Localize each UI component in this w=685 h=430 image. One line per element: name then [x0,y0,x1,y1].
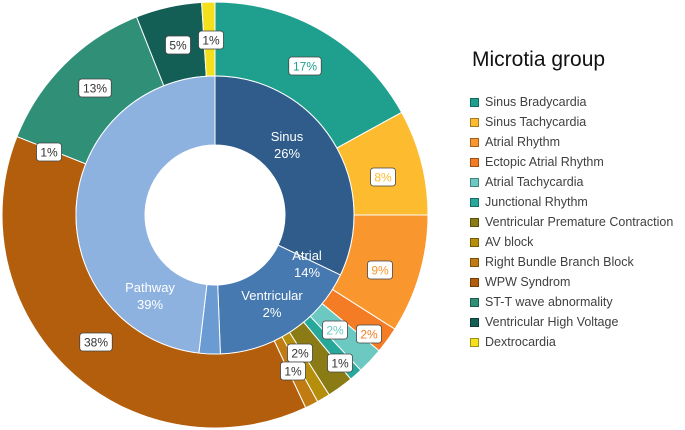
legend-swatch [470,177,479,187]
legend-label: Ventricular High Voltage [485,315,619,329]
legend-item-av-block: AV block [470,232,685,252]
outer-label-av-block: 1% [280,361,306,381]
legend-swatch [470,197,479,207]
legend-swatch [470,277,479,287]
outer-label-ventricular-premature-contraction: 2% [287,343,313,363]
legend-swatch [470,97,479,107]
outer-label-st-t-wave-abnormality: 13% [78,78,112,98]
inner-label-name-sinus: Sinus [271,129,304,144]
inner-slice-pathway [75,75,216,354]
legend-swatch [470,137,479,147]
outer-label-box [198,30,224,50]
outer-label-box [36,142,62,162]
legend-swatch [470,217,479,227]
legend-swatch [470,317,479,327]
legend: Microtia group Sinus Bradycardia Sinus Ta… [470,48,685,352]
outer-label-ectopic-atrial-rhythm: 2% [356,324,382,344]
outer-label-sinus-bradycardia: 17% [288,56,322,76]
donut-chart: 17% 8% 9% 2% 2% 1% 2% 1% 1% 38% 13% 5% 1% Sinus 26% At… [1,1,429,429]
outer-label-text: 2% [360,328,378,342]
legend-label: Ectopic Atrial Rhythm [485,155,604,169]
outer-label-wpw-syndrom: 38% [79,332,113,352]
legend-item-ventricular-high-voltage: Ventricular High Voltage [470,312,685,332]
outer-label-text: 8% [374,171,392,185]
inner-ring [75,75,355,355]
outer-label-right-bundle-branch-block: 1% [36,142,62,162]
outer-label-text: 38% [84,336,108,350]
outer-label-box [79,332,113,352]
legend-label: Right Bundle Branch Block [485,255,634,269]
legend-label: ST-T wave abnormality [485,295,613,309]
outer-label-text: 2% [326,324,344,338]
inner-slice-atrial [217,244,342,355]
legend-label: Sinus Bradycardia [485,95,587,109]
outer-label-box [322,320,348,340]
legend-swatch [470,237,479,247]
inner-label-value-ventricular: 2% [263,305,282,320]
legend-label: Sinus Tachycardia [485,115,587,129]
outer-label-box [356,324,382,344]
outer-label-text: 2% [291,347,309,361]
legend-label: WPW Syndrom [485,275,571,289]
outer-label-text: 1% [284,365,302,379]
outer-label-junctional-rhythm: 1% [327,353,353,373]
legend-items: Sinus Bradycardia Sinus Tachycardia Atrial… [470,92,685,352]
outer-ring [1,1,429,429]
outer-label-box [78,78,112,98]
outer-label-text: 1% [202,34,220,48]
outer-label-text: 5% [169,39,187,53]
legend-swatch [470,157,479,167]
legend-item-sinus-bradycardia: Sinus Bradycardia [470,92,685,112]
chart-title: Microtia group [472,48,606,71]
outer-label-text: 1% [331,357,349,371]
legend-label: Atrial Rhythm [485,135,561,149]
legend-swatch [470,257,479,267]
outer-label-box [370,167,396,187]
inner-slice-sinus [214,75,355,276]
outer-label-text: 1% [40,146,58,160]
outer-label-sinus-tachycardia: 8% [370,167,396,187]
legend-item-ectopic-atrial-rhythm: Ectopic Atrial Rhythm [470,152,685,172]
legend-item-atrial-tachycardia: Atrial Tachycardia [470,172,685,192]
outer-label-text: 9% [371,264,389,278]
legend-label: Junctional Rhythm [485,195,588,209]
legend-label: Ventricular Premature Contraction [485,215,674,229]
outer-label-box [367,260,393,280]
outer-label-box [280,361,306,381]
outer-label-box [165,35,191,55]
outer-ring-labels: 17% 8% 9% 2% 2% 1% 2% 1% 1% 38% 13% 5% 1% [36,30,396,381]
outer-label-atrial-rhythm: 9% [367,260,393,280]
outer-label-atrial-tachycardia: 2% [322,320,348,340]
legend-label: Dextrocardia [485,335,556,349]
legend-item-wpw-syndrom: WPW Syndrom [470,272,685,292]
legend-item-right-bundle-branch-block: Right Bundle Branch Block [470,252,685,272]
legend-item-sinus-tachycardia: Sinus Tachycardia [470,112,685,132]
outer-label-ventricular-high-voltage: 5% [165,35,191,55]
legend-swatch [470,117,479,127]
legend-item-dextrocardia: Dextrocardia [470,332,685,352]
legend-item-junctional-rhythm: Junctional Rhythm [470,192,685,212]
outer-label-dextrocardia: 1% [198,30,224,50]
inner-label-value-atrial: 14% [294,265,320,280]
legend-item-ventricular-premature-contraction: Ventricular Premature Contraction [470,212,685,232]
legend-label: Atrial Tachycardia [485,175,584,189]
legend-item-st-t-wave-abnormality: ST-T wave abnormality [470,292,685,312]
outer-label-box [288,56,322,76]
inner-label-value-sinus: 26% [274,146,300,161]
inner-label-name-ventricular: Ventricular [241,288,303,303]
legend-swatch [470,297,479,307]
inner-label-name-atrial: Atrial [292,248,322,263]
legend-swatch [470,337,479,347]
inner-label-name-pathway: Pathway [125,280,175,295]
legend-item-atrial-rhythm: Atrial Rhythm [470,132,685,152]
outer-label-box [327,353,353,373]
legend-label: AV block [485,235,534,249]
inner-label-value-pathway: 39% [137,297,163,312]
inner-ring-labels: Sinus 26% Atrial 14% Ventricular 2% Pathway 39% [125,129,322,320]
outer-label-text: 17% [293,60,317,74]
outer-label-text: 13% [83,82,107,96]
